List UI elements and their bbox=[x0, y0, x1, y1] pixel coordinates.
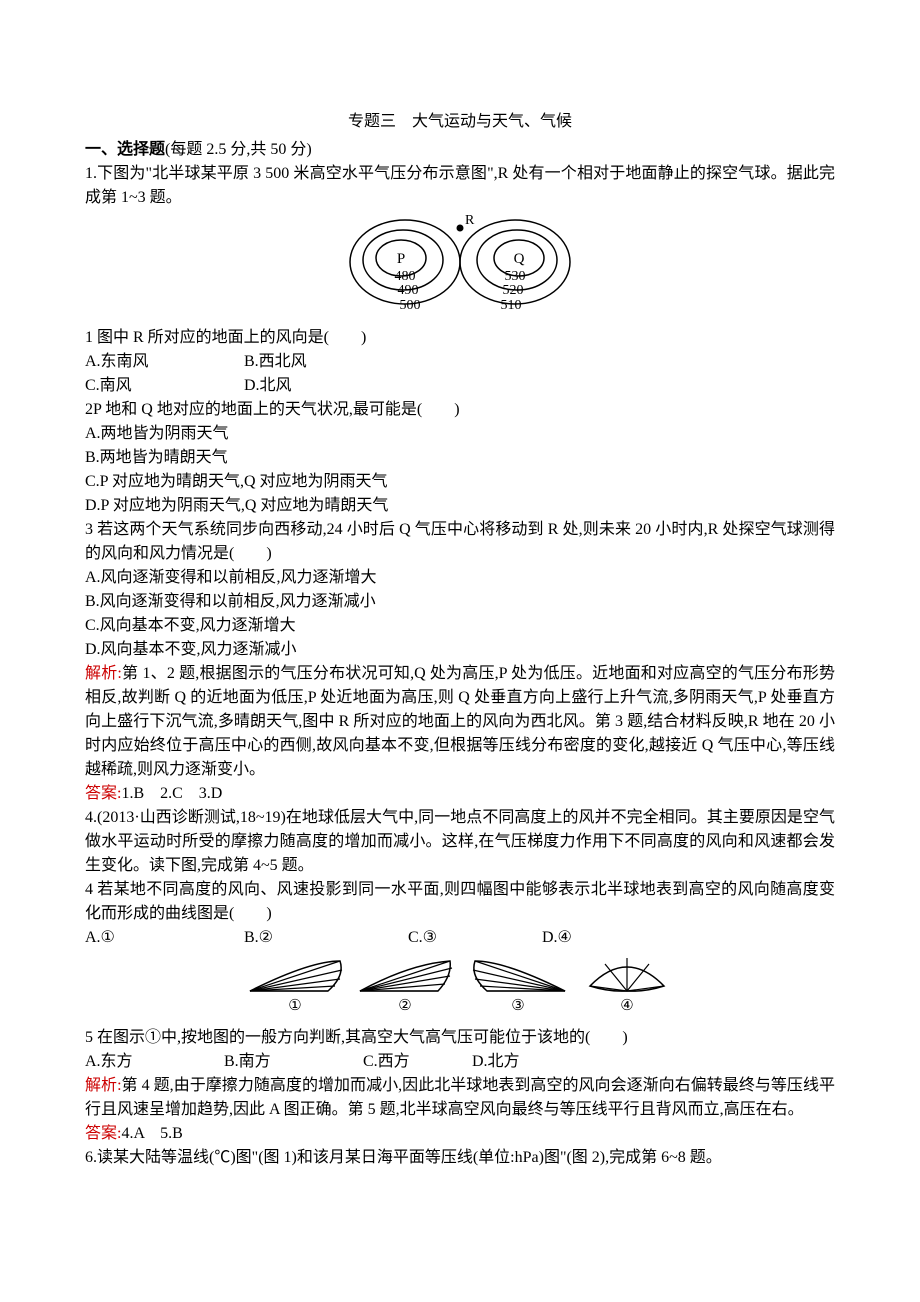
fan-1 bbox=[250, 961, 342, 991]
q4-sub4-a: A.① bbox=[85, 926, 240, 950]
q4-analysis: 解析:第 4 题,由于摩擦力随高度的增加而减小,因此北半球地表到高空的风向会逐渐… bbox=[85, 1074, 835, 1122]
svg-text:520: 520 bbox=[503, 283, 524, 298]
svg-text:①: ① bbox=[288, 998, 301, 1014]
q1-sub2-d: D.P 对应地为阴雨天气,Q 对应地为晴朗天气 bbox=[85, 494, 835, 518]
q1-diagram: P Q R 480 490 500 530 520 510 bbox=[85, 214, 835, 322]
q4-sub5-d: D.北方 bbox=[472, 1050, 520, 1074]
q1-answer: 答案:1.B 2.C 3.D bbox=[85, 782, 835, 806]
q1-intro: 1.下图为"北半球某平原 3 500 米高空水平气压分布示意图",R 处有一个相… bbox=[85, 162, 835, 210]
q4-sub5-stem: 5 在图示①中,按地图的一般方向判断,其高空大气高气压可能位于该地的( ) bbox=[85, 1026, 835, 1050]
q4-sub5-b: B.南方 bbox=[224, 1050, 359, 1074]
q1-analysis: 解析:第 1、2 题,根据图示的气压分布状况可知,Q 处为高压,P 处为低压。近… bbox=[85, 662, 835, 782]
q1-sub3-a: A.风向逐渐变得和以前相反,风力逐渐增大 bbox=[85, 566, 835, 590]
svg-text:510: 510 bbox=[501, 298, 522, 313]
svg-text:530: 530 bbox=[505, 269, 526, 284]
section-sub: (每题 2.5 分,共 50 分) bbox=[165, 141, 312, 158]
svg-text:500: 500 bbox=[400, 298, 421, 313]
q4-answer-text: 4.A 5.B bbox=[121, 1125, 182, 1142]
q4-sub4-stem: 4 若某地不同高度的风向、风速投影到同一水平面,则四幅图中能够表示北半球地表到高… bbox=[85, 878, 835, 926]
svg-text:②: ② bbox=[398, 998, 411, 1014]
q1-sub1-stem: 1 图中 R 所对应的地面上的风向是( ) bbox=[85, 326, 835, 350]
q1-sub3-c: C.风向基本不变,风力逐渐增大 bbox=[85, 614, 835, 638]
q4-intro: 4.(2013·山西诊断测试,18~19)在地球低层大气中,同一地点不同高度上的… bbox=[85, 806, 835, 878]
q1-sub1-a: A.东南风 bbox=[85, 350, 240, 374]
q4-sub4-d: D.④ bbox=[542, 926, 572, 950]
svg-text:④: ④ bbox=[620, 998, 633, 1014]
q4-sub4-opts: A.① B.② C.③ D.④ bbox=[85, 926, 835, 950]
q1-analysis-text: 第 1、2 题,根据图示的气压分布状况可知,Q 处为高压,P 处为低压。近地面和… bbox=[85, 665, 835, 778]
q6-intro: 6.读某大陆等温线(℃)图"(图 1)和该月某日海平面等压线(单位:hPa)图"… bbox=[85, 1146, 835, 1170]
q1-answer-text: 1.B 2.C 3.D bbox=[121, 785, 222, 802]
q1-sub1-d: D.北风 bbox=[244, 374, 292, 398]
q4-answer: 答案:4.A 5.B bbox=[85, 1122, 835, 1146]
q1-sub3-d: D.风向基本不变,风力逐渐减小 bbox=[85, 638, 835, 662]
q1-sub2-c: C.P 对应地为晴朗天气,Q 对应地为阴雨天气 bbox=[85, 470, 835, 494]
section-1-heading: 一、选择题(每题 2.5 分,共 50 分) bbox=[85, 138, 835, 162]
q1-sub2-a: A.两地皆为阴雨天气 bbox=[85, 422, 835, 446]
r-point bbox=[457, 225, 464, 232]
answer-label: 答案: bbox=[85, 785, 121, 802]
q1-sub2-b: B.两地皆为晴朗天气 bbox=[85, 446, 835, 470]
q1-sub1-b: B.西北风 bbox=[244, 350, 307, 374]
svg-text:490: 490 bbox=[398, 283, 419, 298]
fan-4 bbox=[590, 958, 664, 991]
topic-title: 专题三 大气运动与天气、气候 bbox=[85, 110, 835, 134]
q1-sub3-b: B.风向逐渐变得和以前相反,风力逐渐减小 bbox=[85, 590, 835, 614]
analysis-label: 解析: bbox=[85, 665, 122, 682]
svg-text:480: 480 bbox=[395, 269, 416, 284]
left-values: 480 490 500 bbox=[395, 269, 421, 313]
q4-sub5-c: C.西方 bbox=[363, 1050, 468, 1074]
svg-text:P: P bbox=[397, 251, 405, 267]
q1-sub1-row2: C.南风 D.北风 bbox=[85, 374, 835, 398]
answer-label-2: 答案: bbox=[85, 1125, 121, 1142]
q4-sub4-c: C.③ bbox=[408, 926, 538, 950]
q4-sub5-opts: A.东方 B.南方 C.西方 D.北方 bbox=[85, 1050, 835, 1074]
analysis-label-2: 解析: bbox=[85, 1077, 122, 1094]
svg-text:③: ③ bbox=[511, 998, 524, 1014]
q4-analysis-text: 第 4 题,由于摩擦力随高度的增加而减小,因此北半球地表到高空的风向会逐渐向右偏… bbox=[85, 1077, 835, 1118]
svg-text:Q: Q bbox=[514, 251, 525, 267]
section-heading-text: 一、选择题 bbox=[85, 141, 165, 158]
q1-sub2-stem: 2P 地和 Q 地对应的地面上的天气状况,最可能是( ) bbox=[85, 398, 835, 422]
q4-diagram: ① ② ③ ④ bbox=[85, 954, 835, 1022]
fan-3 bbox=[473, 961, 565, 991]
q1-sub1-row1: A.东南风 B.西北风 bbox=[85, 350, 835, 374]
r-label: R bbox=[465, 214, 475, 228]
q1-sub3-stem: 3 若这两个天气系统同步向西移动,24 小时后 Q 气压中心将移动到 R 处,则… bbox=[85, 518, 835, 566]
q4-sub4-b: B.② bbox=[244, 926, 404, 950]
q1-sub1-c: C.南风 bbox=[85, 374, 240, 398]
right-values: 530 520 510 bbox=[501, 269, 526, 313]
fan-2 bbox=[360, 961, 452, 991]
q4-sub5-a: A.东方 bbox=[85, 1050, 220, 1074]
